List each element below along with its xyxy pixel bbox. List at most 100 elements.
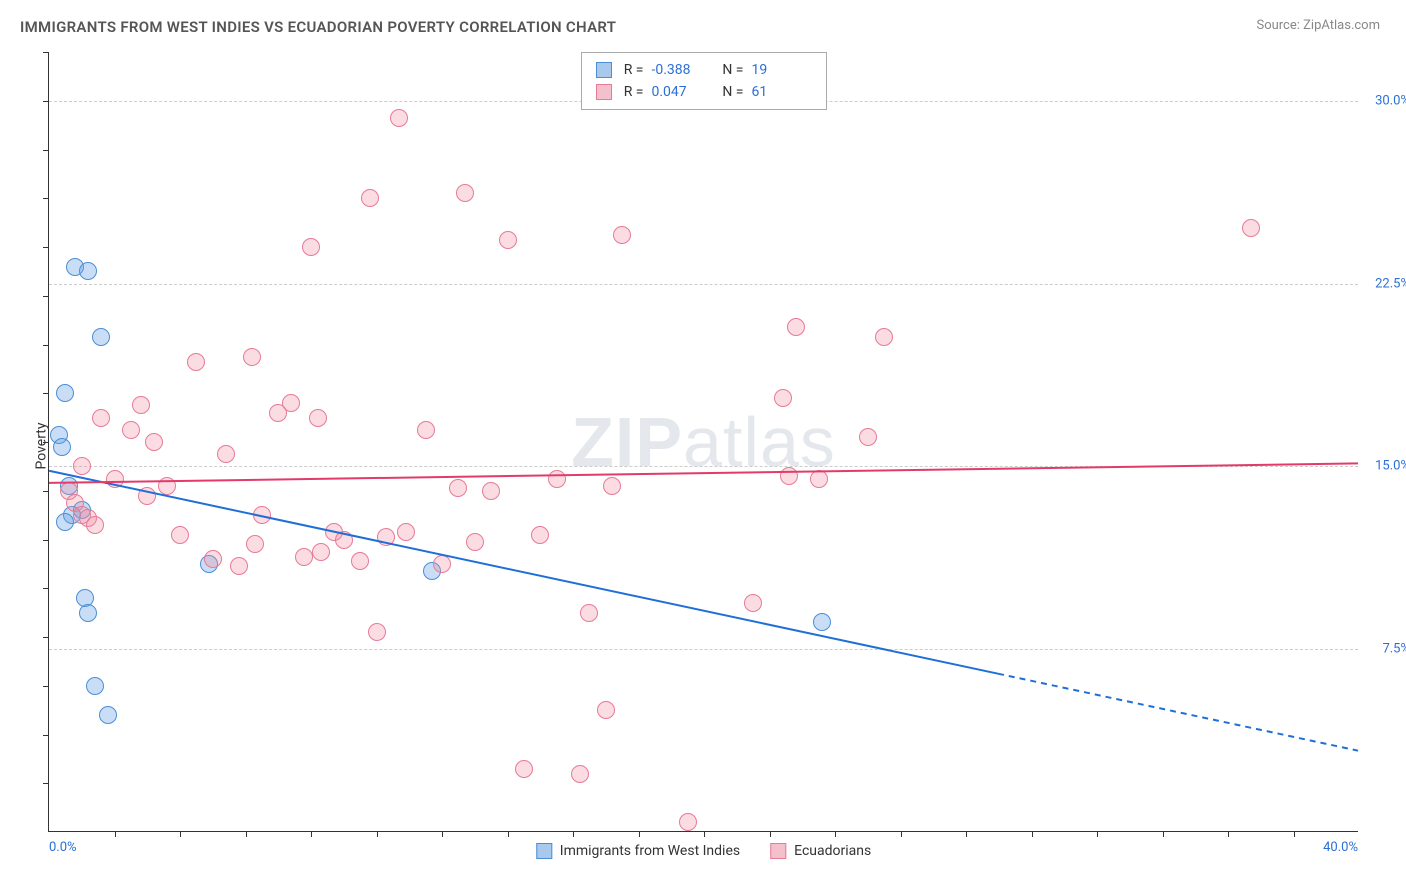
data-point	[482, 482, 500, 500]
x-tick-mark	[1294, 831, 1295, 837]
x-tick-mark	[311, 831, 312, 837]
data-point	[531, 526, 549, 544]
data-point	[86, 677, 104, 695]
stat-r-label: R =	[620, 81, 644, 103]
legend-item-0: Immigrants from West Indies	[536, 843, 740, 859]
trend-line-solid	[49, 471, 998, 674]
stat-n-label: N =	[720, 59, 744, 81]
data-point	[875, 328, 893, 346]
legend-label-1: Ecuadorians	[794, 843, 871, 859]
data-point	[433, 555, 451, 573]
data-point	[613, 226, 631, 244]
trend-lines	[49, 52, 1358, 831]
x-tick-mark	[1163, 831, 1164, 837]
data-point	[466, 533, 484, 551]
data-point	[253, 506, 271, 524]
stat-r-label: R =	[620, 59, 644, 81]
data-point	[361, 189, 379, 207]
data-point	[56, 513, 74, 531]
data-point	[246, 535, 264, 553]
y-tick-mark	[43, 345, 49, 346]
data-point	[79, 262, 97, 280]
data-point	[122, 421, 140, 439]
y-tick-label: 30.0%	[1375, 93, 1406, 108]
data-point	[73, 457, 91, 475]
y-tick-mark	[43, 150, 49, 151]
data-point	[132, 396, 150, 414]
legend-label-0: Immigrants from West Indies	[560, 843, 740, 859]
data-point	[787, 318, 805, 336]
legend-swatch-bottom-0	[536, 843, 552, 859]
data-point	[158, 477, 176, 495]
data-point	[204, 550, 222, 568]
data-point	[744, 594, 762, 612]
legend-swatch-0	[596, 62, 612, 78]
data-point	[351, 552, 369, 570]
y-tick-label: 22.5%	[1375, 276, 1406, 291]
stat-r-value-1: 0.047	[652, 81, 712, 103]
legend-swatch-bottom-1	[770, 843, 786, 859]
legend-series: Immigrants from West Indies Ecuadorians	[536, 843, 871, 859]
data-point	[580, 604, 598, 622]
watermark: ZIPatlas	[571, 402, 836, 482]
source-label: Source: ZipAtlas.com	[1256, 18, 1380, 33]
data-point	[99, 706, 117, 724]
gridline-h	[49, 284, 1358, 285]
data-point	[230, 557, 248, 575]
x-tick-mark	[639, 831, 640, 837]
data-point	[571, 765, 589, 783]
data-point	[1242, 219, 1260, 237]
gridline-h	[49, 466, 1358, 467]
data-point	[145, 433, 163, 451]
y-tick-mark	[43, 52, 49, 53]
legend-swatch-1	[596, 84, 612, 100]
y-tick-mark	[43, 198, 49, 199]
chart-title: IMMIGRANTS FROM WEST INDIES VS ECUADORIA…	[20, 18, 616, 36]
x-tick-mark	[246, 831, 247, 837]
data-point	[390, 109, 408, 127]
stat-n-label: N =	[720, 81, 744, 103]
data-point	[138, 487, 156, 505]
data-point	[515, 760, 533, 778]
y-tick-mark	[43, 296, 49, 297]
data-point	[397, 523, 415, 541]
plot-area: ZIPatlas 7.5%15.0%22.5%30.0% R = -0.388 …	[48, 52, 1358, 832]
watermark-bold: ZIP	[571, 403, 683, 481]
data-point	[499, 231, 517, 249]
data-point	[456, 184, 474, 202]
data-point	[79, 604, 97, 622]
y-tick-mark	[43, 442, 49, 443]
data-point	[377, 528, 395, 546]
data-point	[335, 531, 353, 549]
data-point	[780, 467, 798, 485]
data-point	[368, 623, 386, 641]
y-tick-mark	[43, 247, 49, 248]
data-point	[679, 813, 697, 831]
stat-n-value-0: 19	[752, 59, 812, 81]
data-point	[92, 328, 110, 346]
legend-stats-row-0: R = -0.388 N = 19	[596, 59, 812, 81]
y-tick-mark	[43, 783, 49, 784]
data-point	[312, 543, 330, 561]
data-point	[302, 238, 320, 256]
y-tick-mark	[43, 686, 49, 687]
x-tick-mark	[1228, 831, 1229, 837]
x-tick-mark	[966, 831, 967, 837]
data-point	[171, 526, 189, 544]
x-tick-left: 0.0%	[49, 840, 77, 855]
data-point	[243, 348, 261, 366]
y-tick-mark	[43, 735, 49, 736]
data-point	[217, 445, 235, 463]
data-point	[813, 613, 831, 631]
x-tick-mark	[508, 831, 509, 837]
x-tick-right: 40.0%	[1323, 840, 1358, 855]
legend-stats: R = -0.388 N = 19 R = 0.047 N = 61	[581, 52, 827, 110]
data-point	[859, 428, 877, 446]
legend-item-1: Ecuadorians	[770, 843, 871, 859]
data-point	[774, 389, 792, 407]
stat-r-value-0: -0.388	[652, 59, 712, 81]
data-point	[548, 470, 566, 488]
data-point	[187, 353, 205, 371]
data-point	[53, 438, 71, 456]
data-point	[449, 479, 467, 497]
